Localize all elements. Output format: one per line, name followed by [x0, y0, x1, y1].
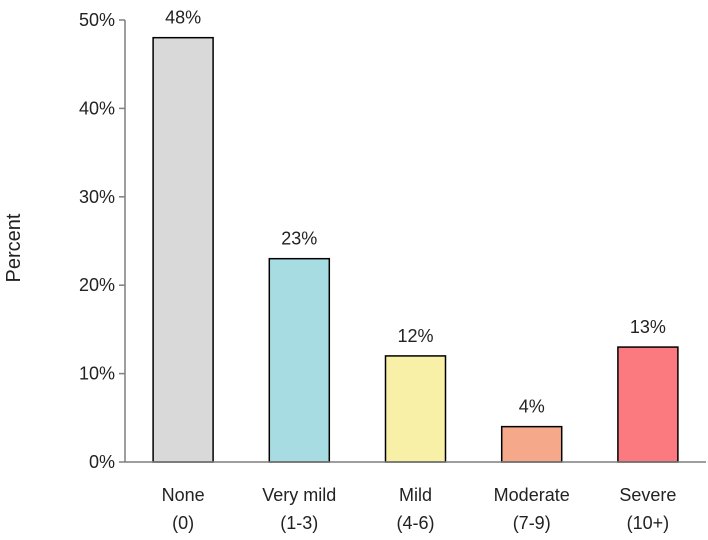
bar [500, 425, 563, 463]
bar [268, 257, 331, 463]
bars: 48% 23% 12% 4% 13% [152, 8, 679, 463]
y-tick-label: 20% [79, 275, 115, 295]
data-label: 23% [281, 229, 317, 249]
x-category-label: Severe [619, 485, 676, 505]
bar [384, 355, 447, 463]
x-category-sublabel: (4-6) [396, 513, 434, 533]
y-axis-title: Percent [3, 213, 25, 282]
x-category-sublabel: (10+) [627, 513, 670, 533]
y-axis: 0% 10% 20% 30% 40% 50% [79, 10, 126, 472]
y-tick-label: 50% [79, 10, 115, 30]
x-category-label: Mild [399, 485, 432, 505]
x-axis: None (0) Very mild (1-3) Mild (4-6) Moderate (7… [125, 461, 706, 533]
data-label: 12% [397, 326, 433, 346]
y-tick-label: 0% [89, 452, 115, 472]
y-tick-label: 10% [79, 364, 115, 384]
bar [152, 36, 214, 463]
x-category-sublabel: (1-3) [280, 513, 318, 533]
data-label: 13% [630, 317, 666, 337]
y-tick-label: 30% [79, 187, 115, 207]
x-category-label: Moderate [494, 485, 570, 505]
x-category-label: None [162, 485, 205, 505]
y-tick-label: 40% [79, 98, 115, 118]
bar [617, 346, 679, 463]
x-category-sublabel: (0) [172, 513, 194, 533]
x-category-label: Very mild [262, 485, 336, 505]
data-label: 48% [165, 8, 201, 28]
data-label: 4% [519, 397, 545, 417]
x-category-sublabel: (7-9) [513, 513, 551, 533]
